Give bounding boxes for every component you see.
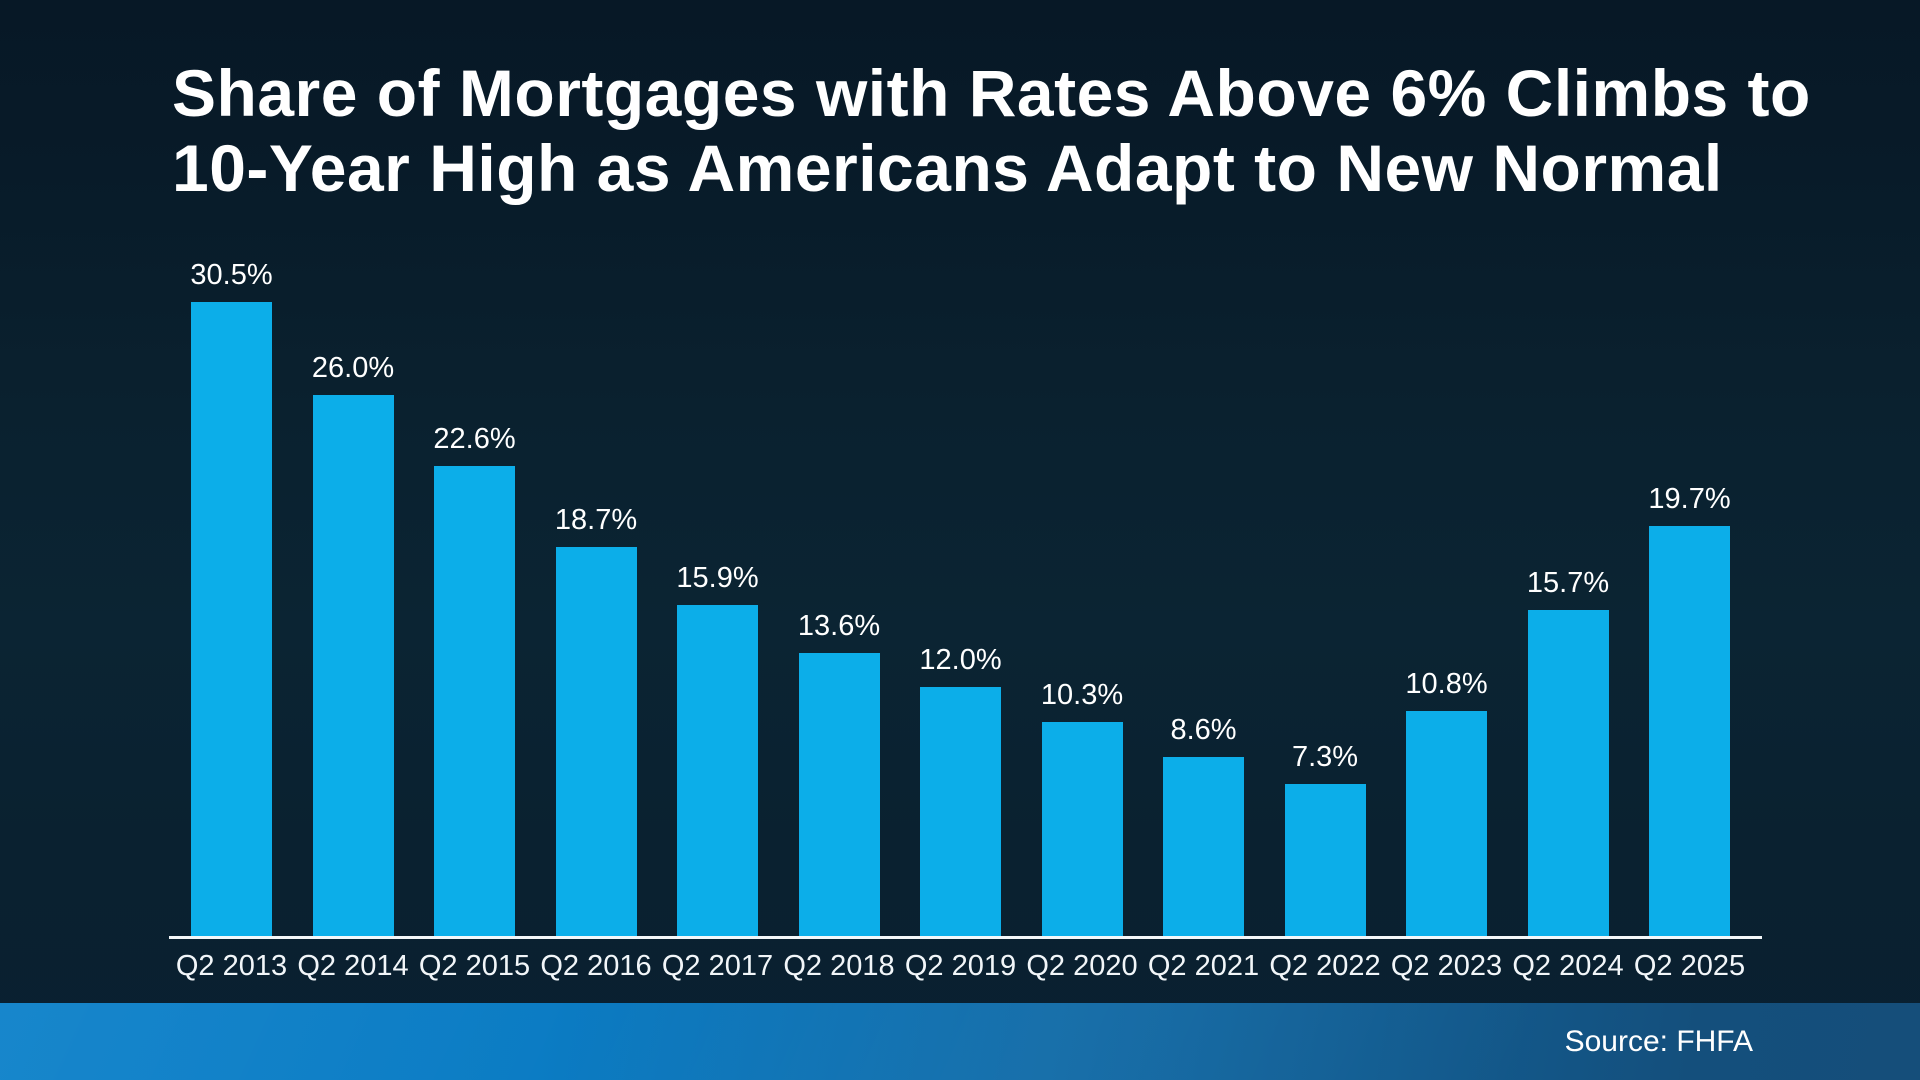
bar-column: 19.7% xyxy=(1648,483,1731,936)
bar xyxy=(1041,722,1123,936)
chart-title-line2: 10-Year High as Americans Adapt to New N… xyxy=(172,131,1723,205)
x-axis-label: Q2 2015 xyxy=(418,950,531,982)
bar-value-label: 8.6% xyxy=(1170,714,1237,746)
x-axis-label: Q2 2023 xyxy=(1390,950,1503,982)
bar-column: 22.6% xyxy=(433,423,516,936)
x-axis-label: Q2 2018 xyxy=(783,950,895,982)
bar-value-label: 12.0% xyxy=(919,644,1002,676)
bar-chart: 30.5% 26.0% 22.6% 18.7% 15.9% 13.6% 12.0% 10.3%… xyxy=(169,259,1762,939)
x-axis-label: Q2 2019 xyxy=(904,950,1017,982)
bar xyxy=(1527,610,1609,936)
bar-value-label: 22.6% xyxy=(433,423,516,455)
x-axis-label: Q2 2016 xyxy=(540,950,652,982)
bar xyxy=(434,466,515,936)
chart-title: Share of Mortgages with Rates Above 6% C… xyxy=(172,56,1811,206)
bar xyxy=(312,395,394,936)
x-axis-label: Q2 2020 xyxy=(1026,950,1138,982)
bar-column: 15.7% xyxy=(1526,567,1610,936)
chart-title-line1: Share of Mortgages with Rates Above 6% C… xyxy=(172,56,1811,130)
x-axis-label: Q2 2025 xyxy=(1633,950,1746,982)
bar xyxy=(920,687,1001,936)
bars-row: 30.5% 26.0% 22.6% 18.7% 15.9% 13.6% 12.0% 10.3%… xyxy=(169,259,1762,936)
bar-column: 10.8% xyxy=(1405,668,1488,936)
bar-value-label: 13.6% xyxy=(797,610,881,642)
bar xyxy=(191,302,272,936)
bar-column: 26.0% xyxy=(311,352,395,936)
x-axis-label: Q2 2017 xyxy=(661,950,774,982)
bar-value-label: 10.3% xyxy=(1040,679,1124,711)
bar-column: 15.9% xyxy=(676,562,759,936)
bar-value-label: 30.5% xyxy=(190,259,273,291)
bar xyxy=(798,653,880,936)
x-axis-label: Q2 2014 xyxy=(297,950,409,982)
bar-value-label: 15.7% xyxy=(1526,567,1610,599)
bar-column: 30.5% xyxy=(190,259,273,936)
bar-value-label: 10.8% xyxy=(1405,668,1488,700)
bar-column: 13.6% xyxy=(797,610,881,936)
bar-column: 8.6% xyxy=(1163,714,1244,936)
bar xyxy=(1163,757,1244,936)
x-axis-label: Q2 2021 xyxy=(1147,950,1260,982)
bar-column: 10.3% xyxy=(1040,679,1124,936)
bar xyxy=(1649,526,1730,936)
x-axis-labels: Q2 2013 Q2 2014 Q2 2015 Q2 2016 Q2 2017 Q2 20… xyxy=(169,950,1762,983)
bar-column: 7.3% xyxy=(1284,741,1366,936)
bar-column: 12.0% xyxy=(919,644,1002,936)
source-strip: Source: FHFA xyxy=(0,1003,1920,1080)
source-text: Source: FHFA xyxy=(1564,1024,1753,1058)
bar-value-label: 19.7% xyxy=(1648,483,1731,515)
bar-value-label: 7.3% xyxy=(1291,741,1359,773)
bar-value-label: 26.0% xyxy=(311,352,395,384)
bar xyxy=(1406,711,1487,936)
bar-column: 18.7% xyxy=(554,504,638,936)
x-axis-label: Q2 2022 xyxy=(1269,950,1381,982)
bar xyxy=(1284,784,1366,936)
bar-value-label: 15.9% xyxy=(676,562,759,594)
x-axis-label: Q2 2024 xyxy=(1512,950,1624,982)
bar xyxy=(555,547,637,936)
bar-value-label: 18.7% xyxy=(554,504,638,536)
bar xyxy=(677,605,758,936)
x-axis-label: Q2 2013 xyxy=(175,950,288,982)
x-axis-line xyxy=(169,936,1762,939)
